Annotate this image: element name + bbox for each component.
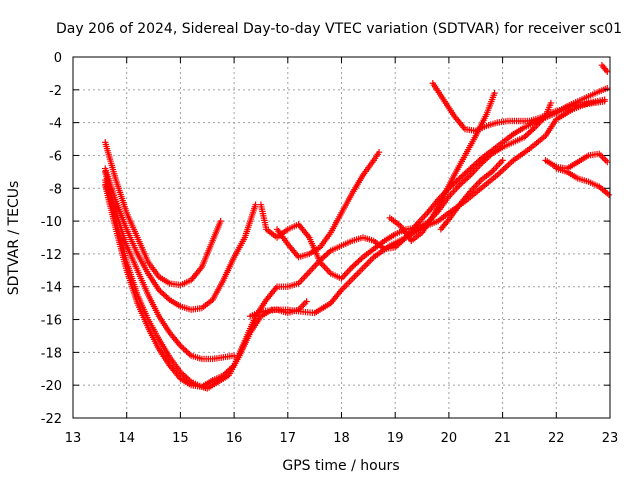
data-point: [217, 217, 224, 225]
y-tick-label: -22: [41, 412, 62, 427]
data-point: [500, 166, 507, 173]
series-track-1: [102, 139, 224, 289]
data-point: [604, 158, 611, 166]
y-tick-label: -2: [49, 84, 62, 99]
data-point: [605, 191, 613, 199]
grid-lines: [73, 57, 610, 418]
x-tick-label: 22: [548, 431, 565, 446]
series-track-13: [553, 165, 613, 199]
y-tick-label: -6: [49, 149, 62, 164]
data-point: [503, 163, 511, 170]
data-point: [252, 201, 259, 208]
x-tick-label: 17: [280, 431, 297, 446]
data-point: [506, 160, 514, 167]
series-track-7: [273, 148, 383, 261]
data-point: [495, 170, 503, 177]
y-tick-label: -12: [41, 248, 62, 263]
data-point: [375, 148, 383, 156]
y-tick-label: -16: [41, 314, 62, 329]
data-point: [499, 157, 506, 164]
x-tick-label: 20: [441, 431, 458, 446]
data-point: [502, 164, 509, 171]
chart-title: Day 206 of 2024, Sidereal Day-to-day VTE…: [56, 21, 622, 37]
y-tick-label: -4: [49, 117, 62, 132]
y-tick-label: -10: [41, 215, 62, 230]
x-tick-label: 14: [118, 431, 135, 446]
series-track-4: [102, 96, 608, 392]
y-tick-label: -20: [41, 379, 62, 394]
y-tick-label: 0: [54, 51, 62, 66]
x-tick-label: 13: [65, 431, 82, 446]
x-tick-label: 18: [333, 431, 350, 446]
y-axis-label: SDTVAR / TECUs: [6, 181, 22, 296]
data-point: [604, 68, 611, 75]
data-series: [102, 62, 613, 392]
data-point: [505, 161, 512, 169]
series-track-12: [542, 150, 611, 172]
data-point: [491, 89, 498, 97]
series-track-8: [247, 298, 310, 320]
x-tick-label: 19: [387, 431, 404, 446]
series-track-9: [386, 89, 498, 244]
x-tick-label: 23: [602, 431, 619, 446]
x-tick-label: 21: [494, 431, 511, 446]
x-tick-label: 15: [172, 431, 189, 446]
series-track-6: [257, 99, 555, 282]
x-axis-ticks: 13 14 15 16 17 18 19 20 21 22 23: [65, 57, 619, 446]
y-tick-label: -14: [41, 281, 62, 296]
data-point: [601, 98, 608, 105]
data-point: [498, 167, 506, 174]
y-axis-ticks: 0 -2 -4 -6 -8 -10 -12 -14 -16 -18 -20 -22: [41, 51, 610, 427]
series-track-11: [437, 157, 506, 233]
y-tick-label: -18: [41, 346, 62, 361]
series-track-10: [429, 80, 608, 135]
x-tick-label: 16: [226, 431, 243, 446]
x-axis-label: GPS time / hours: [282, 458, 399, 474]
y-tick-label: -8: [49, 182, 62, 197]
series-track-14: [598, 62, 611, 75]
data-point: [497, 168, 504, 176]
data-point: [547, 99, 555, 107]
data-point: [303, 298, 310, 305]
